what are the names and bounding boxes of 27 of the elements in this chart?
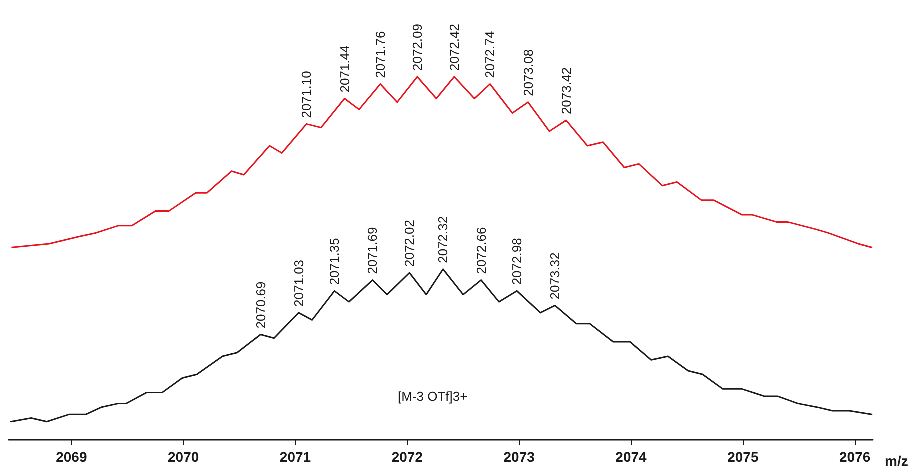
annotation: 2073.32 (548, 252, 563, 300)
annotation: 2071.76 (373, 31, 388, 78)
annotation: 2071.35 (327, 238, 342, 286)
annotation: [M-3 OTf]3+ (398, 389, 468, 404)
x-tick-label: 2075 (728, 449, 759, 465)
x-tick-label: 2074 (616, 449, 648, 465)
annotation: 2071.03 (291, 260, 306, 307)
annotation: 2071.44 (337, 46, 352, 93)
annotation: 2071.69 (365, 227, 380, 274)
annotation: 2072.02 (402, 220, 418, 268)
x-tick-label: 2073 (504, 449, 536, 465)
x-tick-label: 2069 (56, 449, 88, 465)
x-tick-label: 2071 (280, 449, 312, 465)
x-tick-label: 2070 (168, 449, 200, 465)
annotation: 2072.66 (474, 227, 489, 274)
x-tick-label: 2072 (392, 449, 424, 465)
annotation: 2072.09 (410, 24, 425, 71)
annotation: 2073.08 (520, 49, 536, 96)
annotation: 2072.98 (510, 238, 525, 286)
annotation: 2072.42 (446, 24, 462, 71)
annotation: 2071.10 (299, 71, 314, 118)
annotation: 2070.69 (253, 282, 268, 329)
annotation: 2073.42 (558, 68, 574, 115)
x-axis-title: m/z (885, 453, 908, 468)
x-tick-label: 2076 (840, 449, 871, 465)
annotation: 2072.32 (436, 216, 451, 264)
annotation: 2072.74 (482, 31, 498, 78)
